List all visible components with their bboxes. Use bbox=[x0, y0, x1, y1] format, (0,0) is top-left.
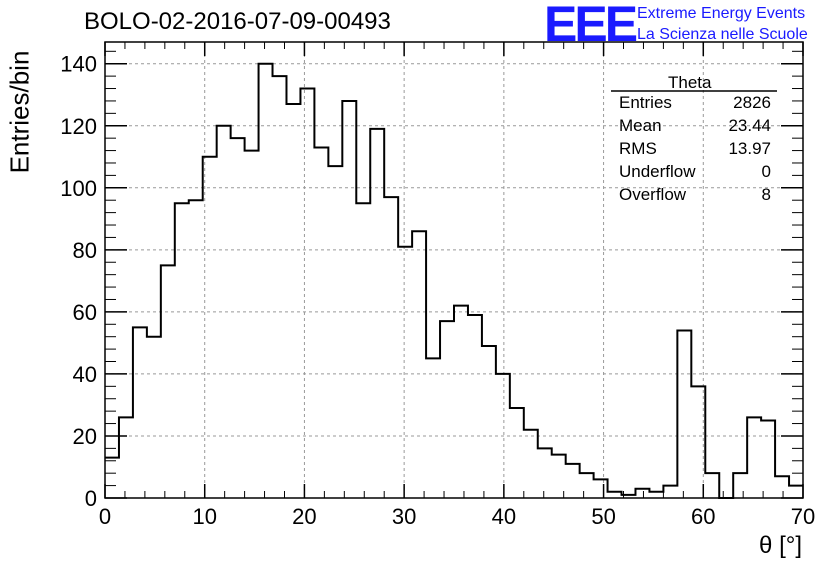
stats-key: RMS bbox=[619, 139, 657, 158]
x-tick-label: 70 bbox=[791, 504, 815, 529]
logo-caption: Extreme Energy Events La Scienza nelle S… bbox=[637, 3, 808, 45]
y-tick-label: 80 bbox=[73, 238, 97, 263]
histogram-line bbox=[105, 62, 803, 499]
x-tick-label: 30 bbox=[392, 504, 416, 529]
y-tick-label: 20 bbox=[73, 424, 97, 449]
x-tick-label: 10 bbox=[192, 504, 216, 529]
x-tick-label: 40 bbox=[492, 504, 516, 529]
y-tick-label: 120 bbox=[60, 114, 97, 139]
y-tick-label: 60 bbox=[73, 300, 97, 325]
stats-key: Underflow bbox=[619, 162, 696, 181]
stats-box-title: Theta bbox=[668, 73, 712, 92]
chart-title: BOLO-02-2016-07-09-00493 bbox=[84, 8, 391, 35]
stats-key: Mean bbox=[619, 116, 662, 135]
stats-key: Overflow bbox=[619, 185, 687, 204]
logo-caption-line2: La Scienza nelle Scuole bbox=[637, 26, 808, 43]
x-tick-label: 50 bbox=[591, 504, 615, 529]
y-tick-label: 0 bbox=[85, 486, 97, 511]
plot-frame bbox=[104, 41, 804, 499]
x-tick-label: 20 bbox=[292, 504, 316, 529]
y-axis-label: Entries/bin bbox=[4, 50, 35, 174]
stats-key: Entries bbox=[619, 93, 672, 112]
stats-value: 2826 bbox=[733, 93, 771, 112]
y-tick-label: 40 bbox=[73, 362, 97, 387]
grid-lines bbox=[105, 42, 803, 498]
y-tick-label: 100 bbox=[60, 176, 97, 201]
stats-value: 13.97 bbox=[728, 139, 771, 158]
axis-ticks bbox=[104, 42, 804, 499]
eee-logo: EEE bbox=[544, 0, 638, 52]
stats-value: 23.44 bbox=[728, 116, 771, 135]
stats-value: 0 bbox=[761, 162, 771, 181]
x-tick-label: 0 bbox=[99, 504, 111, 529]
y-tick-label: 140 bbox=[60, 52, 97, 77]
logo-caption-line1: Extreme Energy Events bbox=[637, 5, 806, 22]
x-tick-label: 60 bbox=[691, 504, 715, 529]
stats-value: 8 bbox=[761, 185, 771, 204]
x-axis-label: θ [°] bbox=[759, 532, 802, 559]
